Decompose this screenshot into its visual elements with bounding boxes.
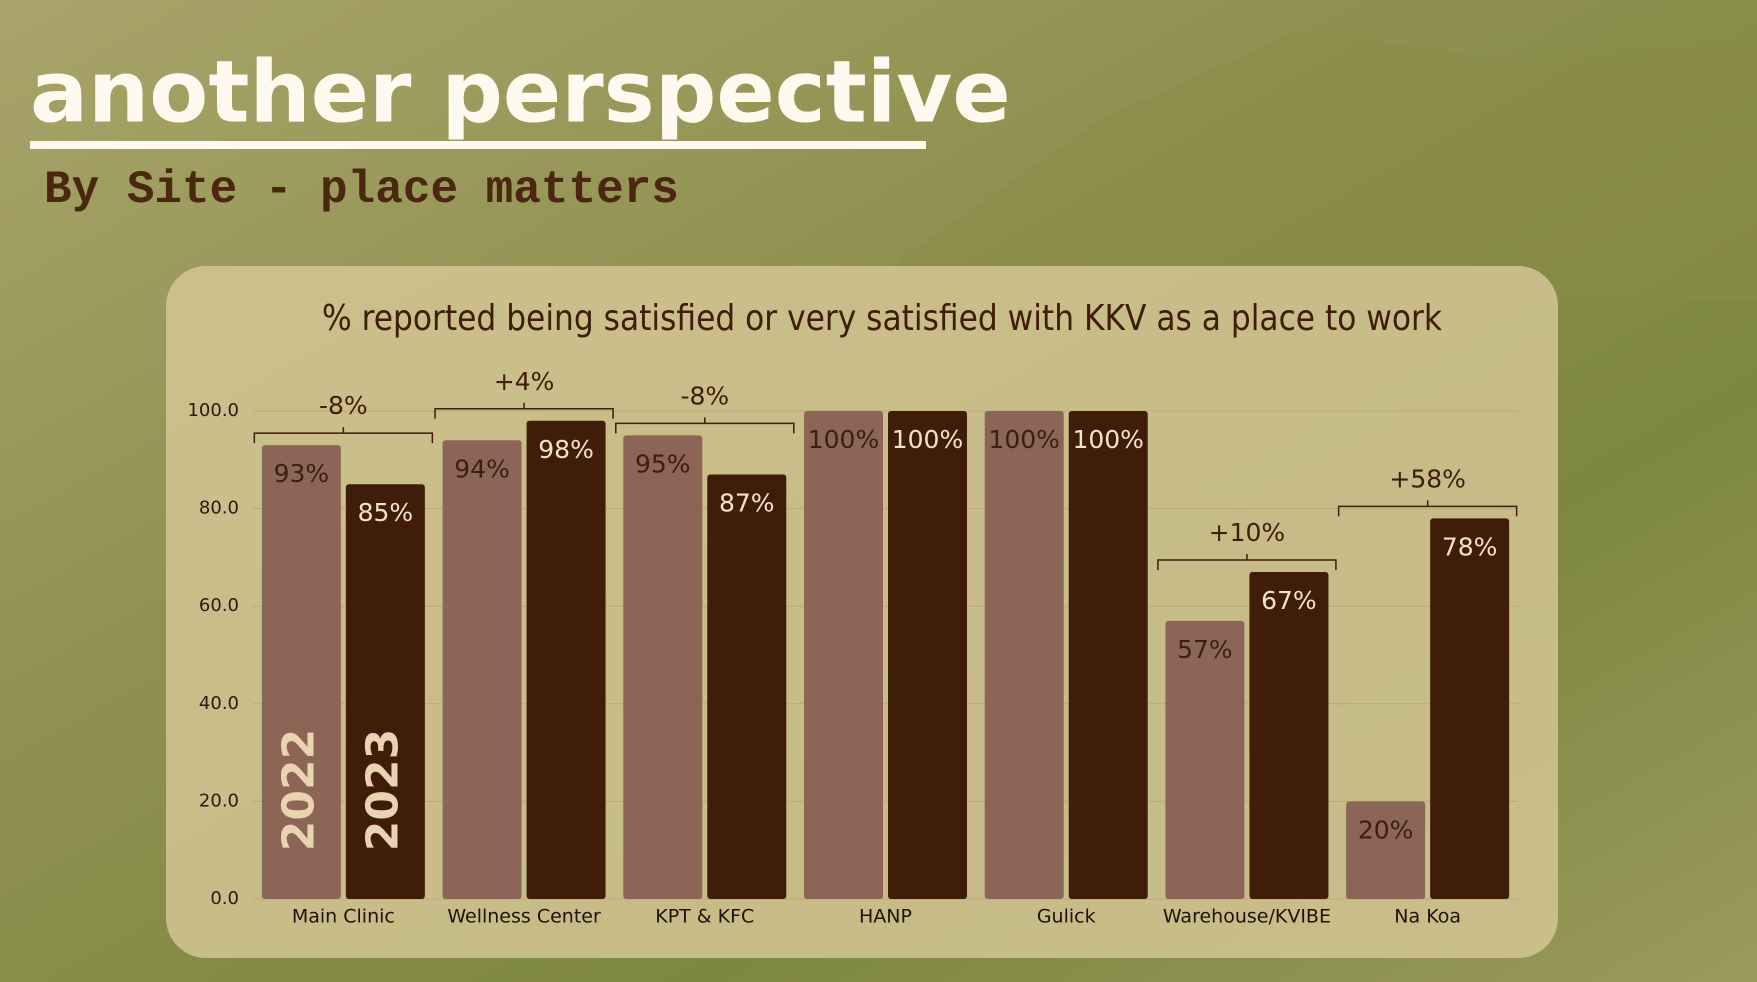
value-label: 20% [1358,815,1414,844]
bar [984,411,1064,899]
y-tick-label: 60.0 [199,595,239,616]
y-tick-label: 20.0 [199,790,239,811]
bar [804,411,883,899]
x-tick-label: KPT & KFC [655,906,754,928]
change-bracket [1337,500,1518,517]
x-tick-label: Warehouse/KVIBE [1163,906,1331,928]
bar [707,474,787,899]
y-tick-label: 40.0 [199,693,239,714]
value-label: 85% [358,498,414,527]
bar [1165,620,1245,899]
bar [442,440,522,899]
change-label: +58% [1389,464,1466,493]
value-label: 87% [719,488,775,517]
value-label: 100% [892,425,963,454]
value-label: 57% [1177,635,1233,664]
change-bracket [615,417,795,434]
value-label: 95% [635,449,691,478]
mountain-shape [900,30,1757,300]
x-tick-label: Gulick [1037,906,1096,928]
change-label: +10% [1209,518,1286,547]
bar [1249,572,1329,899]
change-bracket [1157,554,1337,571]
page-title: another perspective [30,42,1011,142]
value-label: 100% [988,425,1059,454]
plot: 0.0 20.0 40.0 60.0 80.0 100.0 Main Clinic 93% 20… [187,367,1518,928]
bar [526,420,606,899]
x-tick-label: Na Koa [1394,906,1461,928]
value-label: 100% [1072,425,1143,454]
change-label: +4% [494,367,555,396]
x-tick-label: HANP [859,906,912,928]
x-tick-label: Wellness Center [447,906,601,928]
bar [345,484,425,899]
page-subtitle: By Site - place matters [44,164,679,216]
change-bracket [253,427,434,444]
y-tick-label: 80.0 [199,498,239,519]
bar [888,411,967,899]
value-label: 93% [274,459,330,488]
bar [1346,801,1426,899]
bar [623,435,703,899]
change-label: -8% [680,381,729,410]
series-label: 2022 [273,729,324,851]
change-bracket [434,402,614,419]
value-label: 78% [1442,532,1498,561]
value-label: 100% [808,425,879,454]
x-tick-label: Main Clinic [292,906,395,928]
series-label: 2023 [357,729,408,851]
bar [1068,411,1148,899]
y-tick-label: 100.0 [187,400,239,421]
title-underline [30,141,926,149]
bar [1430,518,1510,899]
value-label: 67% [1261,586,1317,615]
value-label: 98% [538,435,594,464]
y-tick-label: 0.0 [210,888,239,909]
bar [261,445,341,899]
chart-title: % reported being satisfied or very satis… [322,298,1442,339]
change-label: -8% [319,391,368,420]
value-label: 94% [454,454,510,483]
